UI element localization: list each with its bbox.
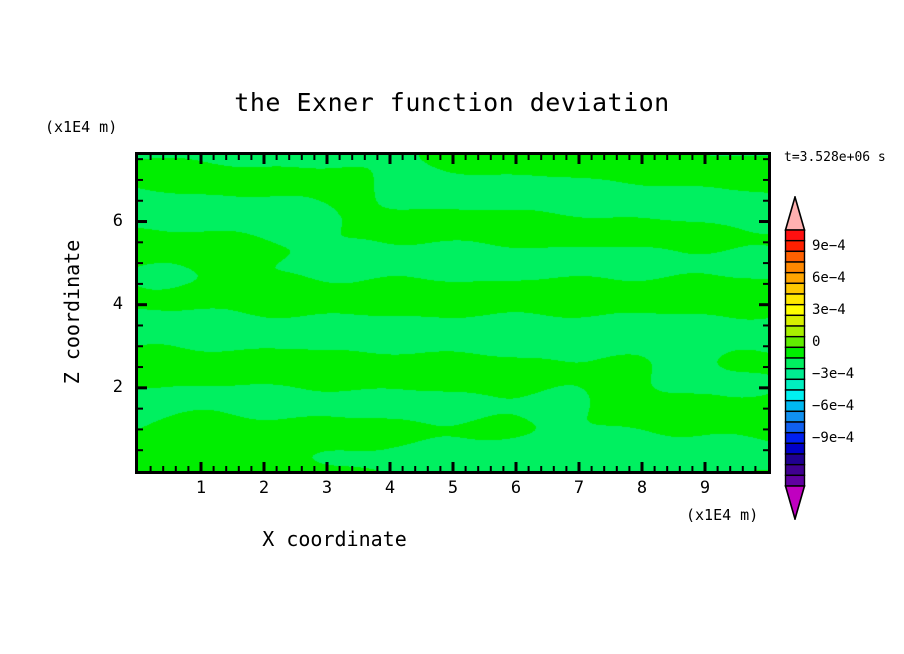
x-tick-label: 6 [510, 478, 522, 498]
y-tick-label: 4 [112, 293, 123, 314]
colorbar-tick-label: 0 [812, 334, 821, 351]
colorbar-tick-label: 3e−4 [812, 302, 846, 319]
colorbar-tick-label: −3e−4 [812, 366, 855, 383]
colorbar-tick-label: 6e−4 [812, 270, 846, 287]
page-title: the Exner function deviation [234, 88, 670, 117]
x-tick-label: 5 [447, 478, 459, 498]
y-axis-units-label: (x1E4 m) [45, 118, 118, 136]
colorbar-tick-label: −9e−4 [812, 430, 855, 447]
x-axis-title: X coordinate [262, 527, 407, 551]
x-tick-label: 8 [636, 478, 648, 498]
plot-area [135, 152, 771, 474]
y-tick-label: 6 [112, 210, 123, 231]
colorbar [783, 196, 807, 520]
colorbar-labels: 9e−4 6e−4 3e−4 0 −3e−4 −6e−4 −9e−4 [812, 196, 902, 520]
colorbar-tick-label: −6e−4 [812, 398, 855, 415]
x-axis-title-wrap: X coordinate [0, 527, 904, 551]
x-tick-label: 4 [384, 478, 396, 498]
x-axis-units-label: (x1E4 m) [686, 506, 759, 524]
x-tick-label: 3 [321, 478, 333, 498]
contour-field [138, 155, 768, 471]
colorbar-tick-label: 9e−4 [812, 238, 846, 255]
x-tick-label: 2 [258, 478, 270, 498]
x-tick-label: 1 [195, 478, 207, 498]
colorbar-scale [784, 196, 806, 520]
timestamp-annotation: t=3.528e+06 s [784, 150, 886, 165]
y-tick-label: 2 [112, 376, 123, 397]
x-tick-label: 9 [699, 478, 711, 498]
y-axis-title: Z coordinate [60, 239, 84, 385]
x-tick-label: 7 [573, 478, 585, 498]
